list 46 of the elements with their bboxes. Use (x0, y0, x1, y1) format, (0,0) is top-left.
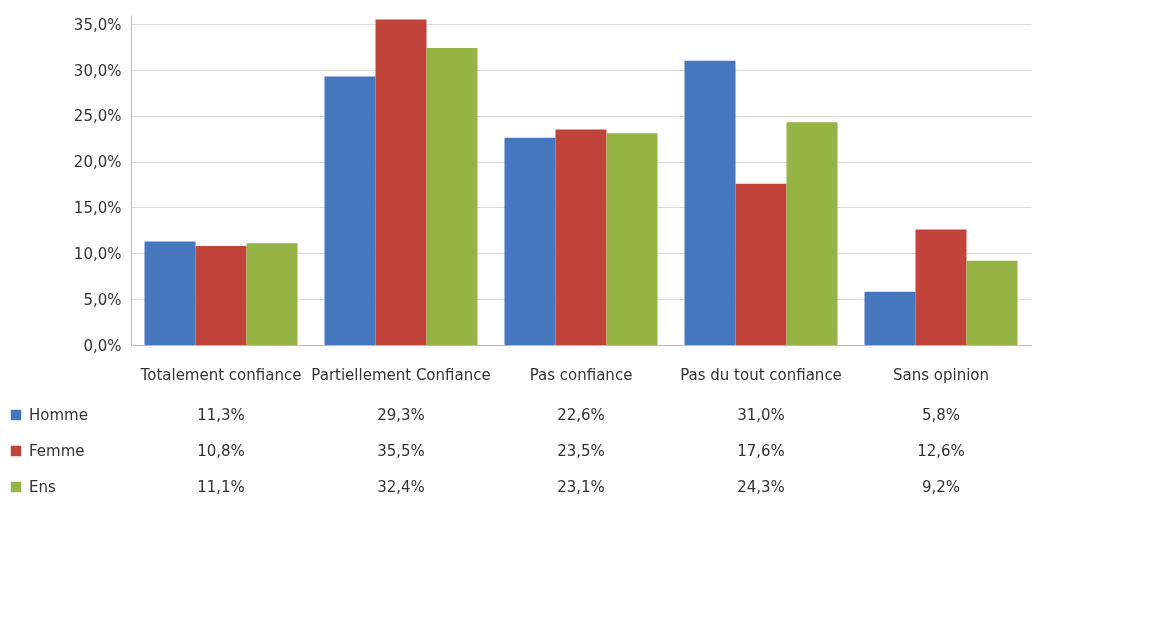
bar (606, 133, 658, 345)
data-label: 29,3% (377, 406, 425, 424)
bar (966, 260, 1018, 345)
x-tick-label: Pas du tout confiance (680, 365, 842, 384)
y-tick-label: 25,0% (73, 107, 122, 126)
y-tick-label: 5,0% (83, 290, 122, 309)
bar (144, 241, 196, 345)
bar (375, 19, 427, 345)
data-label: 17,6% (737, 442, 785, 460)
y-tick-label: 30,0% (73, 61, 122, 80)
legend-label: Ens (29, 478, 56, 496)
x-tick-label: Totalement confiance (139, 365, 302, 384)
legend-label: Homme (29, 406, 88, 424)
data-label: 35,5% (377, 442, 425, 460)
bar (195, 246, 247, 345)
data-label: 12,6% (917, 442, 965, 460)
data-label: 9,2% (921, 478, 961, 496)
data-label: 10,8% (197, 442, 245, 460)
legend-label: Femme (29, 442, 85, 460)
data-label: 32,4% (377, 478, 425, 496)
bar (915, 229, 967, 345)
data-label: 22,6% (557, 406, 605, 424)
data-label: 23,1% (557, 478, 605, 496)
data-label: 23,5% (557, 442, 605, 460)
data-label: 5,8% (921, 406, 961, 424)
y-tick-label: 15,0% (73, 199, 122, 217)
bar (504, 137, 556, 345)
bar (684, 60, 736, 345)
x-tick-label: Sans opinion (892, 365, 990, 384)
y-tick-label: 35,0% (73, 15, 122, 34)
y-tick-label: 0,0% (83, 336, 122, 355)
data-label: 11,1% (197, 478, 245, 496)
bar (426, 48, 478, 345)
y-tick-label: 10,0% (73, 244, 122, 263)
data-label: 31,0% (737, 406, 785, 424)
x-tick-label: Partiellement Confiance (311, 365, 491, 384)
bar (324, 76, 376, 345)
data-label: 24,3% (737, 478, 785, 496)
x-tick-label: Pas confiance (529, 365, 633, 384)
bar (246, 243, 298, 345)
bar (864, 291, 916, 345)
bar (735, 183, 787, 345)
bar (786, 122, 838, 345)
bar (555, 129, 607, 345)
data-label: 11,3% (197, 406, 245, 424)
y-tick-label: 20,0% (73, 153, 122, 172)
